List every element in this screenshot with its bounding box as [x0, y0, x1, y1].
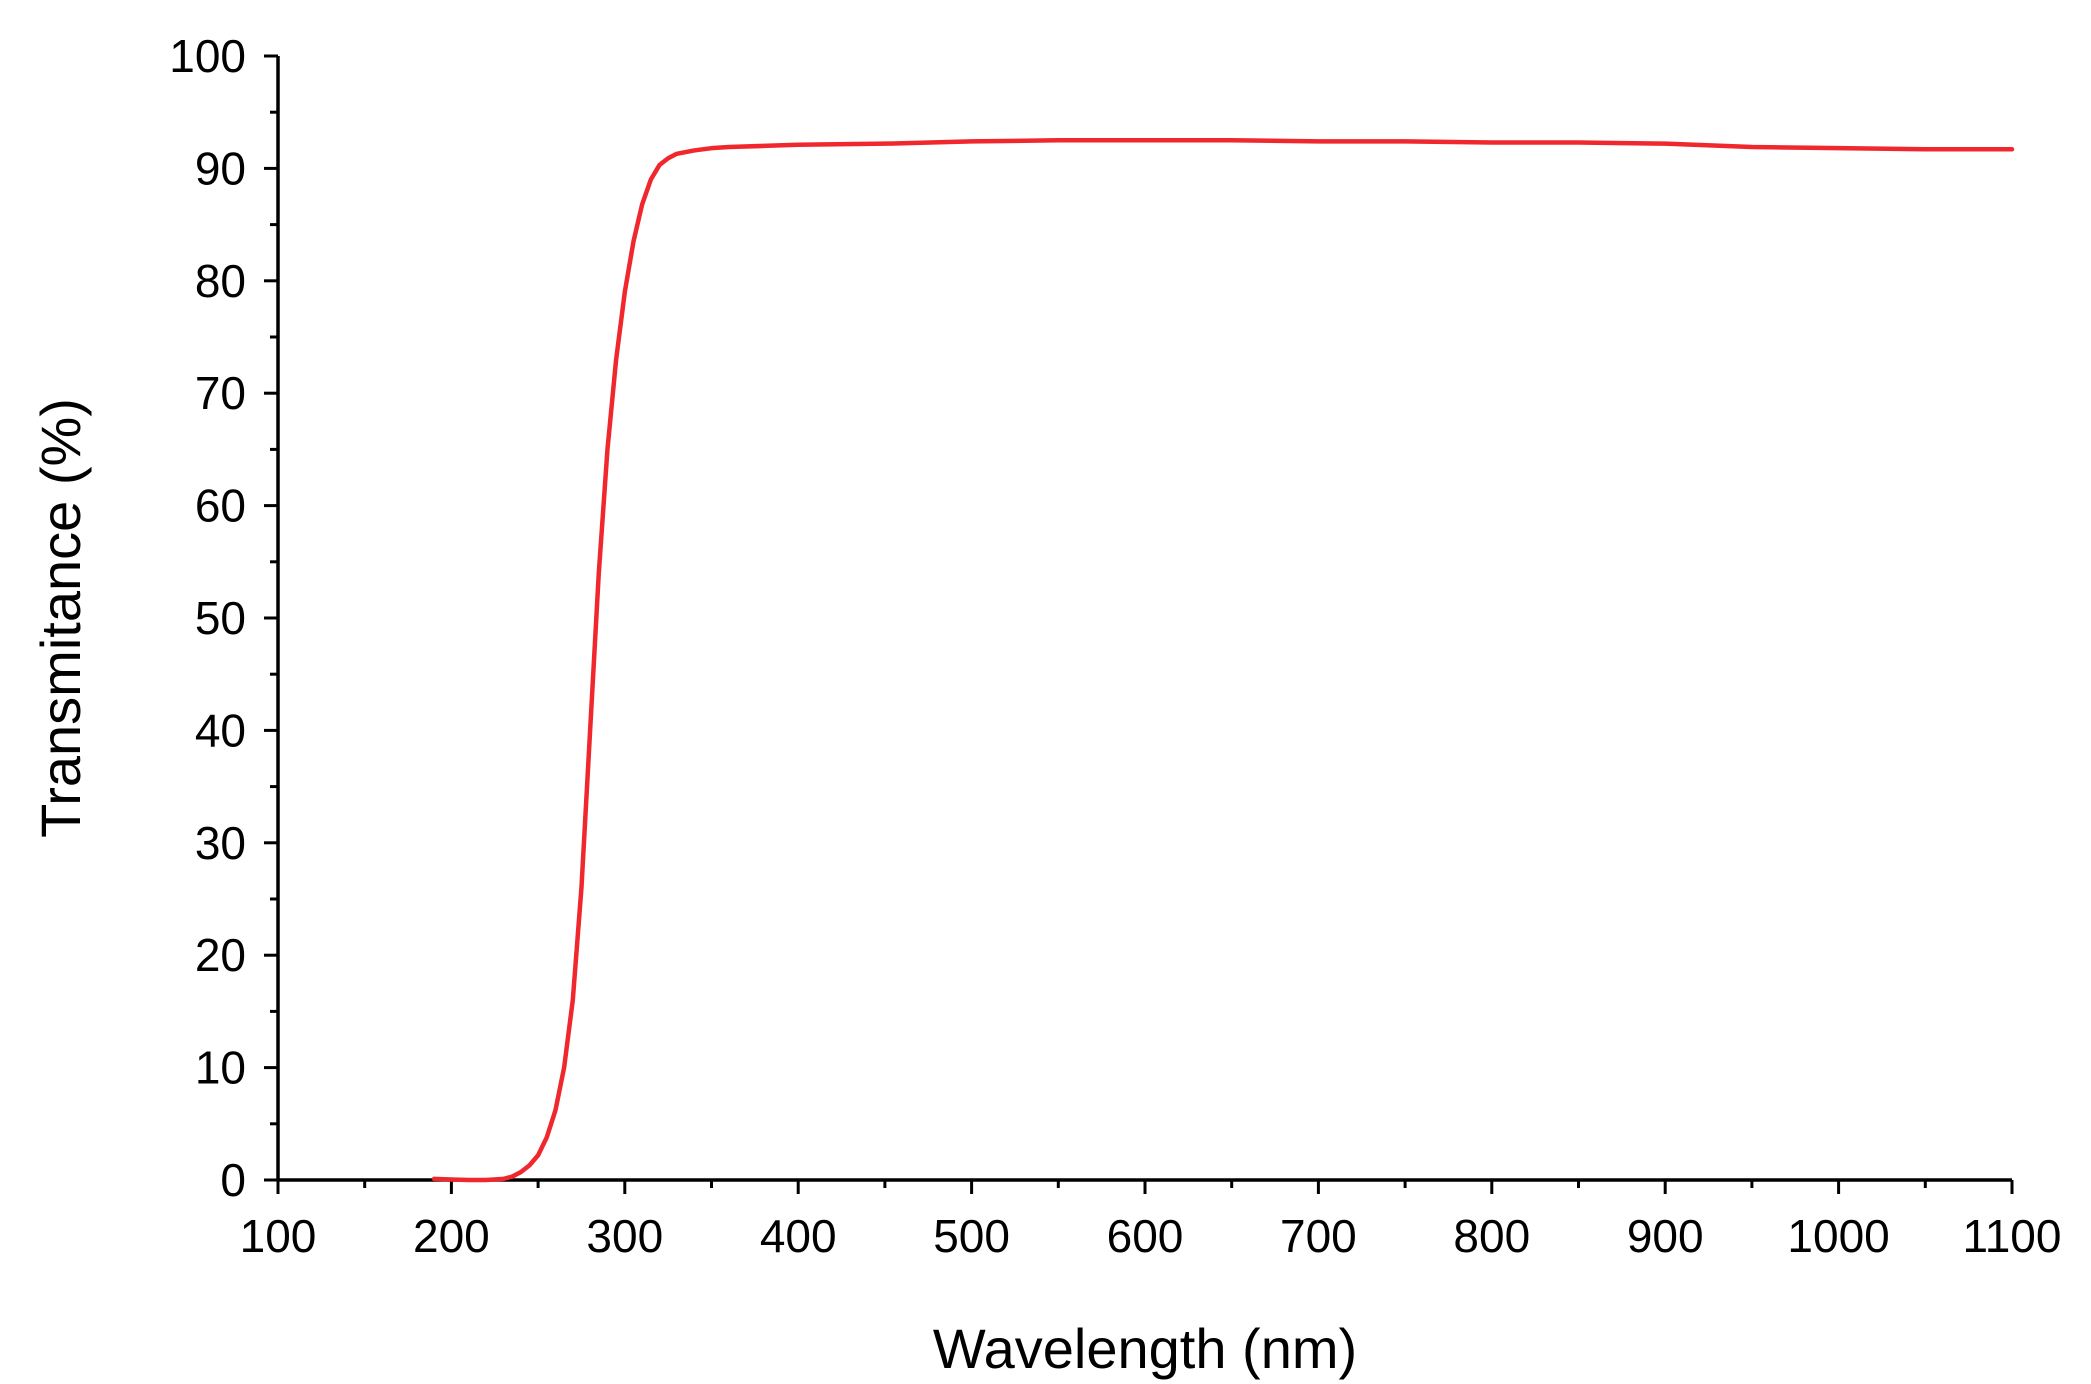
x-tick-label: 400 — [760, 1210, 837, 1262]
y-tick-label: 20 — [195, 929, 246, 981]
y-tick-label: 70 — [195, 367, 246, 419]
transmittance-series-line — [431, 138, 2015, 1183]
y-tick-label: 50 — [195, 592, 246, 644]
y-tick-label: 30 — [195, 817, 246, 869]
x-tick-label: 500 — [933, 1210, 1010, 1262]
x-tick-label: 900 — [1627, 1210, 1704, 1262]
y-tick-label: 0 — [220, 1154, 246, 1206]
x-tick-label: 100 — [240, 1210, 317, 1262]
x-tick-label: 600 — [1107, 1210, 1184, 1262]
x-axis-title: Wavelength (nm) — [933, 1317, 1357, 1380]
y-tick-label: 60 — [195, 480, 246, 532]
x-tick-label: 300 — [586, 1210, 663, 1262]
y-tick-label: 100 — [169, 30, 246, 82]
y-tick-label: 10 — [195, 1042, 246, 1094]
x-tick-label: 700 — [1280, 1210, 1357, 1262]
y-axis-title: Transmitance (%) — [29, 398, 92, 838]
y-tick-label: 80 — [195, 255, 246, 307]
y-tick-label: 90 — [195, 142, 246, 194]
x-tick-label: 1000 — [1787, 1210, 1889, 1262]
x-tick-label: 1100 — [1963, 1210, 2062, 1262]
x-tick-label: 800 — [1453, 1210, 1530, 1262]
x-tick-label: 200 — [413, 1210, 490, 1262]
y-tick-label: 40 — [195, 704, 246, 756]
